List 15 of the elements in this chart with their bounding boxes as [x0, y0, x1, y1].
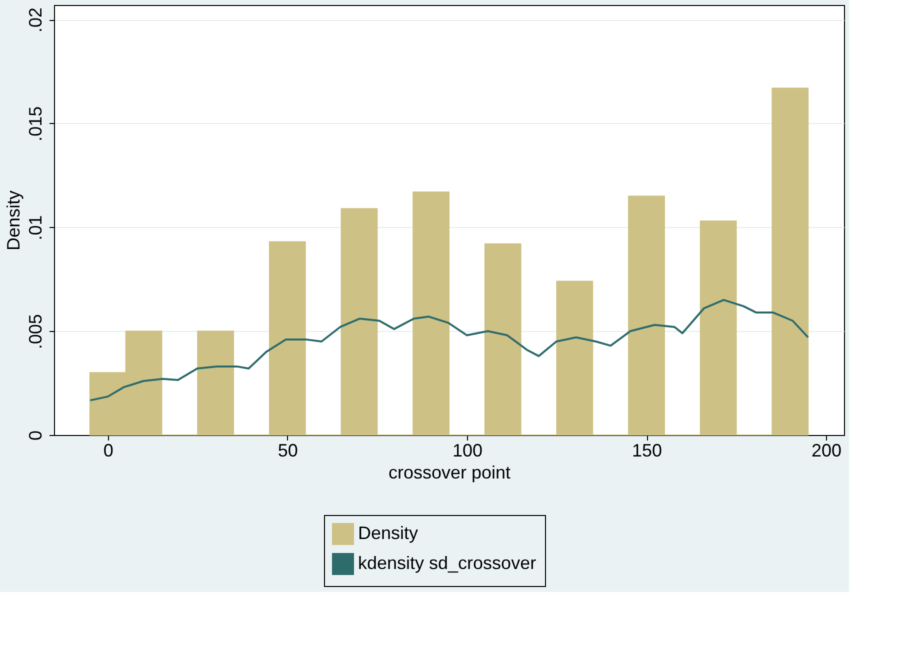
y-axis-title: Density [4, 190, 24, 251]
x-tick-label: 200 [812, 440, 842, 460]
legend-label: Density [358, 523, 418, 543]
y-tick-label: .01 [26, 215, 46, 240]
y-tick-label: 0 [26, 430, 46, 441]
x-tick-label: 50 [278, 440, 298, 460]
x-axis-title: crossover point [388, 462, 511, 482]
y-tick-label: .02 [26, 8, 46, 33]
x-tick-label: 150 [632, 440, 662, 460]
x-tick-label: 0 [103, 440, 114, 460]
y-tick-label: .015 [26, 106, 46, 142]
x-tick-label: 100 [452, 440, 482, 460]
line-series [89, 298, 810, 402]
y-tick-label: .005 [26, 314, 46, 350]
legend-label: kdensity sd_crossover [358, 553, 536, 573]
